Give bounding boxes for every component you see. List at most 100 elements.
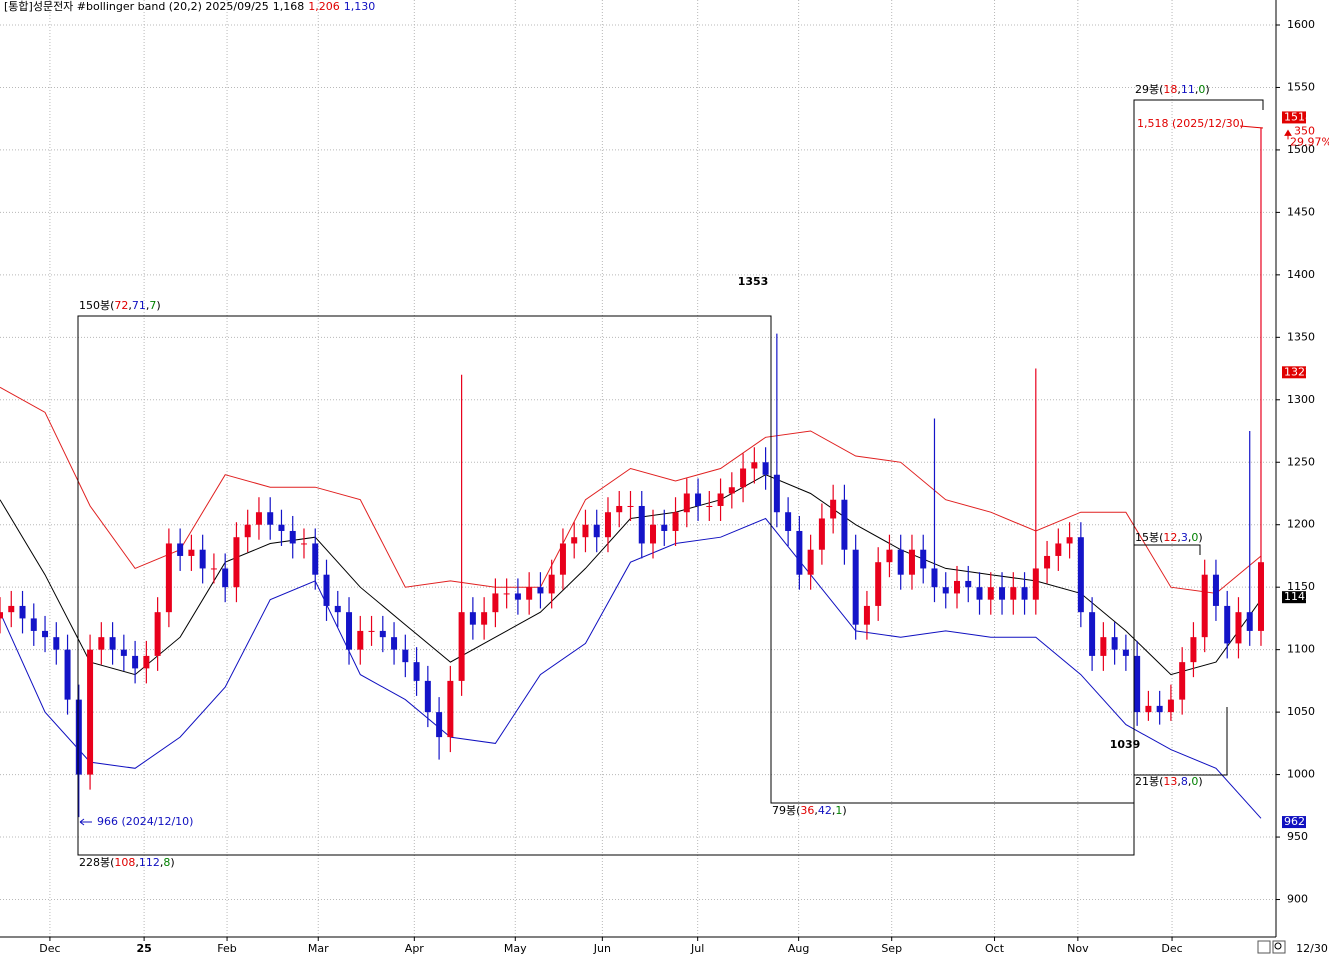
candle-body (75, 699, 82, 775)
label-part: 29봉( (1135, 83, 1163, 96)
candle-body (165, 543, 172, 613)
change-arrow (1284, 129, 1292, 140)
candle-body (436, 712, 443, 738)
x-tick-label: Oct (985, 942, 1005, 955)
candle-body (1246, 612, 1253, 631)
price-tag: 1518 (1284, 110, 1312, 123)
y-tick-label: 1450 (1287, 205, 1315, 218)
change: 350 (1294, 124, 1315, 137)
label-part: , (1195, 83, 1199, 96)
candle-body (987, 587, 994, 600)
label-part: , (1188, 775, 1192, 788)
label-part: 79봉( (772, 804, 800, 817)
candle-body (1201, 574, 1208, 638)
label-part: 8 (163, 856, 170, 869)
candle-body (458, 612, 465, 681)
header-value: 1,206 (308, 0, 340, 13)
candle-body (1032, 568, 1039, 600)
candle-body (289, 530, 296, 544)
candle-body (188, 549, 195, 556)
candle-body (514, 593, 521, 600)
x-tick-label: Apr (405, 942, 425, 955)
price-tag: 962 (1284, 815, 1305, 828)
candle-body (852, 549, 859, 625)
candle-body (650, 524, 657, 544)
candle-body (1224, 605, 1231, 644)
candle-body (875, 562, 882, 606)
candle-body (1077, 537, 1084, 613)
candle-body (1111, 637, 1118, 650)
y-tick-label: 1600 (1287, 18, 1315, 31)
candle-body (98, 637, 105, 650)
candle-body (379, 630, 386, 638)
label-part: 21봉( (1135, 775, 1163, 788)
label-part: , (814, 804, 818, 817)
candle-body (233, 537, 240, 588)
high-leader (1239, 125, 1264, 129)
candle-body (346, 612, 353, 650)
y-tick-label: 950 (1287, 830, 1308, 843)
label-part: ) (170, 856, 174, 869)
label-part: , (1177, 83, 1181, 96)
label-part: 228봉( (79, 856, 114, 869)
header-value: 1,130 (344, 0, 376, 13)
label-part: 150봉( (79, 299, 114, 312)
candle-body (1134, 655, 1141, 713)
label-part: ) (1198, 531, 1202, 544)
label-part: 7 (149, 299, 156, 312)
x-tick-label: Mar (308, 942, 329, 955)
candle-body (1212, 574, 1219, 606)
candle-body (616, 505, 623, 513)
range-label: 150봉(72,71,7) (79, 299, 161, 312)
candle-body (683, 493, 690, 513)
zoom-icon (1274, 942, 1282, 950)
candle-body (1089, 612, 1096, 656)
candle-body (672, 512, 679, 531)
zoom-out-button[interactable] (1257, 940, 1271, 954)
label-part: ) (1205, 83, 1209, 96)
candle-body (1021, 587, 1028, 600)
x-tick-label: Dec (1161, 942, 1182, 955)
label-part: , (146, 299, 150, 312)
label-part: 71 (132, 299, 146, 312)
y-tick-label: 1300 (1287, 393, 1315, 406)
change-pct: 29.97% (1290, 135, 1329, 148)
candle-body (19, 605, 26, 619)
candle-body (1156, 705, 1163, 713)
candle-body (8, 605, 15, 613)
range-bracket (1133, 707, 1228, 776)
candle-body (255, 512, 262, 525)
x-tick-label: Feb (217, 942, 236, 955)
candle-body (278, 524, 285, 531)
range-label: 21봉(13,8,0) (1135, 775, 1203, 788)
low-note: 966 (2024/12/10) (97, 815, 193, 828)
candle-body (548, 574, 555, 594)
candle-body (1100, 637, 1107, 656)
candle-body (965, 580, 972, 588)
header-value: 1,168 (273, 0, 305, 13)
y-tick-label: 1050 (1287, 705, 1315, 718)
y-tick-label: 1500 (1287, 143, 1315, 156)
candle-body (368, 630, 375, 632)
x-tick-label: 25 (136, 942, 151, 955)
range-label: 228봉(108,112,8) (79, 856, 175, 869)
candles (0, 127, 1264, 818)
candle-body (796, 530, 803, 575)
price-tag-bg (1282, 366, 1306, 379)
range-bracket (1133, 544, 1201, 555)
label-part: , (160, 856, 164, 869)
price-tag-bg (1282, 816, 1306, 829)
candle-body (210, 568, 217, 570)
range-label: 15봉(12,3,0) (1135, 531, 1203, 544)
candle-body (64, 649, 71, 700)
bollinger-line (0, 386, 1262, 594)
candle-body (132, 655, 139, 669)
candle-body (312, 543, 319, 575)
label-part: 3 (1181, 531, 1188, 544)
y-tick-label: 1150 (1287, 580, 1315, 593)
candle-body (424, 680, 431, 713)
x-tick-label: Nov (1067, 942, 1089, 955)
candle-body (818, 518, 825, 550)
candle-body (976, 587, 983, 600)
